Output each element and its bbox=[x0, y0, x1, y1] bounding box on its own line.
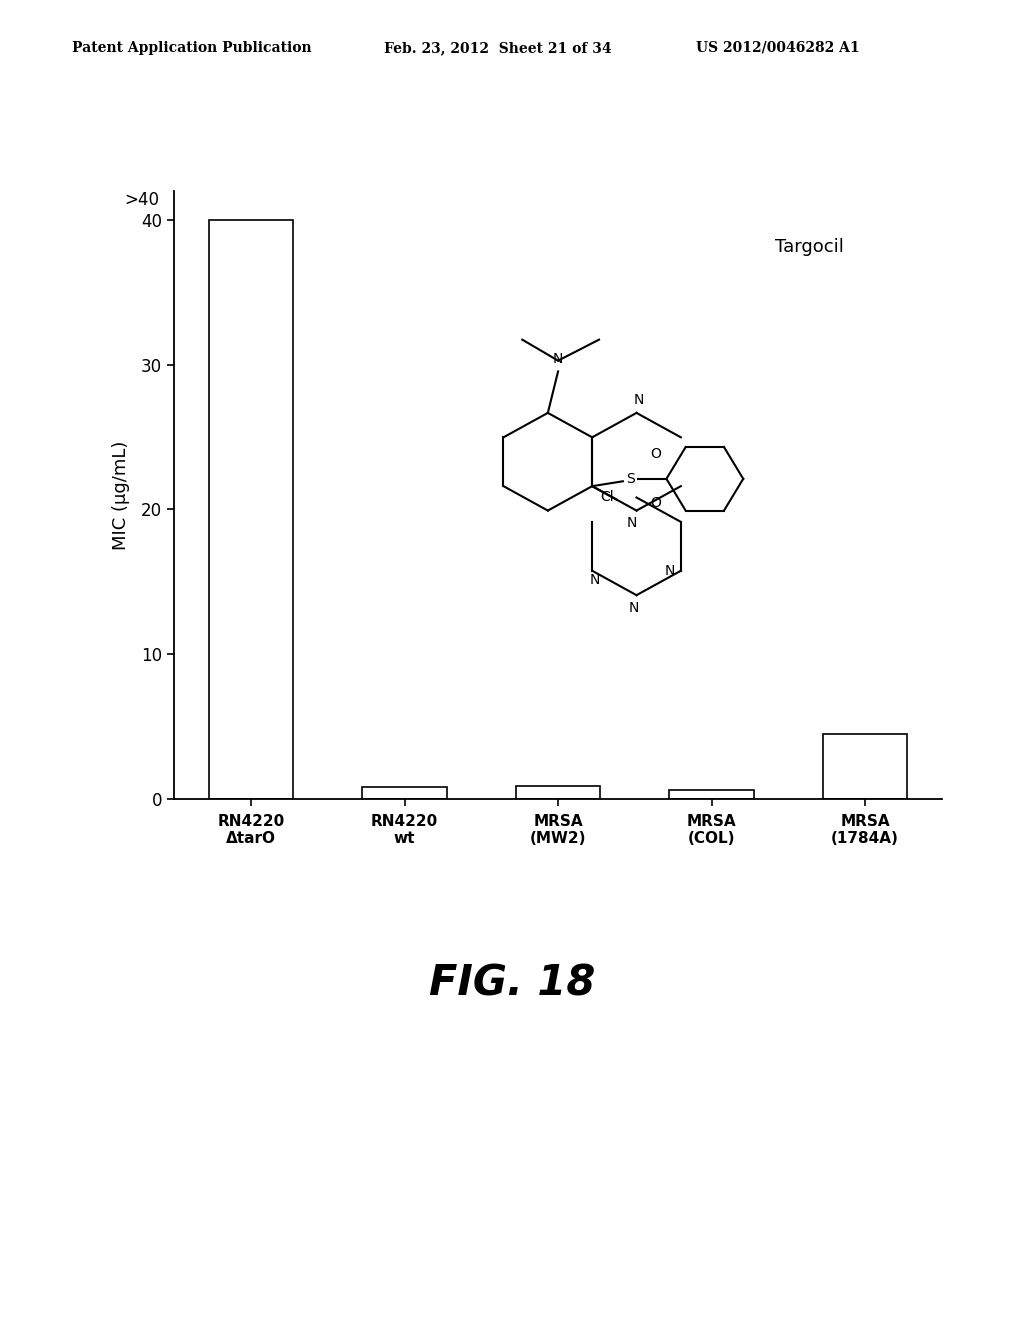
Text: Cl: Cl bbox=[600, 490, 614, 504]
Text: FIG. 18: FIG. 18 bbox=[429, 962, 595, 1005]
Text: >40: >40 bbox=[124, 191, 159, 209]
Text: S: S bbox=[627, 471, 635, 486]
Text: N: N bbox=[590, 573, 600, 587]
Bar bbox=[670, 789, 754, 799]
Bar bbox=[822, 734, 907, 799]
Text: O: O bbox=[650, 496, 662, 511]
Text: US 2012/0046282 A1: US 2012/0046282 A1 bbox=[696, 41, 860, 55]
Text: N: N bbox=[634, 393, 644, 407]
Y-axis label: MIC (μg/mL): MIC (μg/mL) bbox=[112, 441, 130, 549]
Text: Targocil: Targocil bbox=[774, 238, 844, 256]
Text: N: N bbox=[665, 564, 675, 578]
Text: N: N bbox=[627, 516, 637, 531]
Bar bbox=[362, 787, 446, 799]
Text: O: O bbox=[650, 447, 662, 462]
Text: N: N bbox=[553, 352, 563, 367]
Bar bbox=[209, 220, 294, 799]
Bar bbox=[516, 785, 600, 799]
Text: Feb. 23, 2012  Sheet 21 of 34: Feb. 23, 2012 Sheet 21 of 34 bbox=[384, 41, 611, 55]
Text: Patent Application Publication: Patent Application Publication bbox=[72, 41, 311, 55]
Text: N: N bbox=[629, 601, 639, 615]
